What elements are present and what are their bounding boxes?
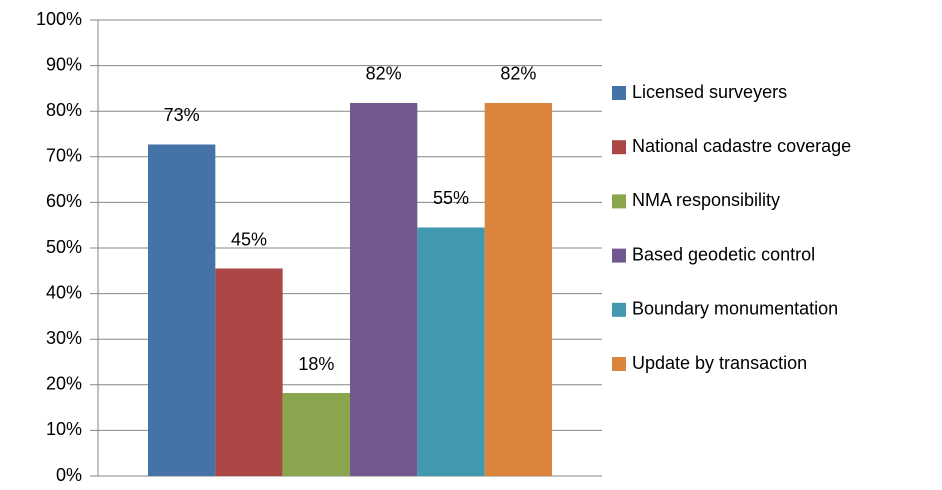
y-tick-label: 0%: [56, 465, 82, 485]
legend-label: Update by transaction: [632, 353, 807, 373]
bar: [417, 227, 485, 476]
legend-swatch: [612, 86, 626, 100]
legend-label: Based geodetic control: [632, 244, 815, 264]
bar: [350, 102, 418, 476]
legend-swatch: [612, 194, 626, 209]
data-label: 82%: [500, 64, 536, 84]
legend-swatch: [612, 248, 626, 263]
legend-label: NMA responsibility: [632, 190, 780, 210]
y-tick-label: 30%: [46, 328, 82, 348]
legend-swatch: [612, 357, 626, 371]
bar: [484, 102, 552, 476]
y-tick-label: 60%: [46, 191, 82, 211]
data-label: 73%: [164, 105, 200, 125]
data-label: 18%: [298, 354, 334, 374]
legend-label: National cadastre coverage: [632, 136, 851, 156]
y-tick-label: 20%: [46, 374, 82, 394]
y-tick-label: 10%: [46, 419, 82, 439]
legend-label: Boundary monumentation: [632, 299, 838, 319]
y-tick-label: 80%: [46, 100, 82, 120]
bar: [282, 393, 350, 476]
legend-swatch: [612, 140, 626, 155]
bar: [148, 144, 216, 476]
y-tick-label: 100%: [36, 9, 82, 29]
y-tick-label: 50%: [46, 237, 82, 257]
legend-swatch: [612, 302, 626, 317]
legend-label: Licensed surveyers: [632, 82, 787, 102]
data-label: 55%: [433, 188, 469, 208]
y-tick-label: 70%: [46, 146, 82, 166]
data-label: 45%: [231, 229, 267, 249]
y-tick-label: 40%: [46, 282, 82, 302]
data-label: 82%: [366, 64, 402, 84]
y-tick-label: 90%: [46, 54, 82, 74]
bar: [215, 268, 283, 476]
